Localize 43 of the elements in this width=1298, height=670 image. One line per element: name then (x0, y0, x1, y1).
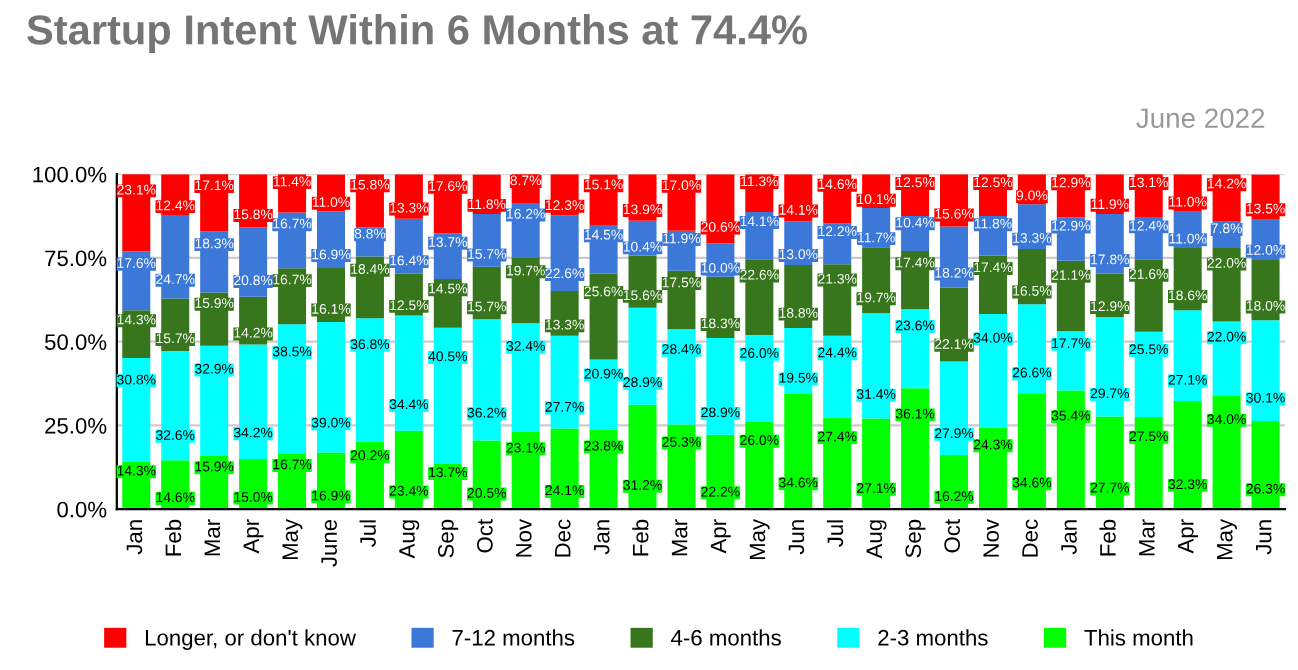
y-tick-label: 50.0% (44, 334, 107, 350)
x-tick-label: Jan (594, 520, 610, 555)
x-tick-label: Aug (866, 520, 887, 559)
x-tick-label: Apr (710, 519, 731, 554)
x-tick-label: Jul (359, 520, 376, 547)
x-tick-label: Sep (438, 519, 459, 558)
legend-label: 2-3 months (878, 629, 988, 646)
x-tick-label: Nov (983, 519, 999, 557)
x-tick-label: Mar (1139, 519, 1155, 556)
legend-label: Longer, or don't know (145, 629, 356, 650)
bar (316, 321, 346, 453)
legend-label: 7-12 months (452, 629, 575, 646)
y-tick-label: 25.0% (45, 417, 107, 434)
x-tick-label: June (321, 519, 337, 567)
x-tick-label: Dec (555, 519, 571, 557)
x-tick-label: Mar (671, 519, 688, 556)
x-tick-label: Apr (243, 519, 264, 554)
x-tick-label: Jun (788, 520, 805, 555)
y-tick-label: 100.0% (33, 166, 107, 183)
x-tick-label: Jul (826, 520, 844, 547)
x-tick-label: Jan (1061, 520, 1077, 555)
x-tick-label: Feb (164, 519, 182, 556)
x-tick-label: Dec (1022, 519, 1038, 557)
x-tick-label: May (1217, 518, 1237, 560)
x-tick-label: Feb (632, 519, 649, 556)
x-tick-label: Jan (126, 520, 143, 555)
x-tick-label: Jun (1256, 520, 1272, 555)
y-tick-label: 75.0% (45, 250, 107, 267)
x-tick-label: Mar (204, 519, 221, 556)
x-tick-label: Oct (944, 519, 960, 553)
x-tick-label: Apr (1178, 519, 1199, 554)
x-tick-label: Feb (1099, 519, 1116, 556)
x-tick-label: May (749, 518, 770, 560)
legend-label: 4-6 months (671, 629, 781, 646)
x-tick-label: Oct (476, 519, 493, 553)
x-tick-label: Aug (399, 520, 420, 559)
y-tick-label: 0.0% (57, 501, 107, 518)
legend-label: This month (1084, 629, 1193, 646)
chart-title: Startup Intent Within 6 Months at 74.4% (27, 14, 807, 53)
x-tick-label: Sep (905, 519, 926, 558)
chart-subtitle: June 2022 (1136, 108, 1265, 129)
x-tick-label: May (282, 518, 303, 560)
x-tick-label: Nov (516, 519, 532, 557)
